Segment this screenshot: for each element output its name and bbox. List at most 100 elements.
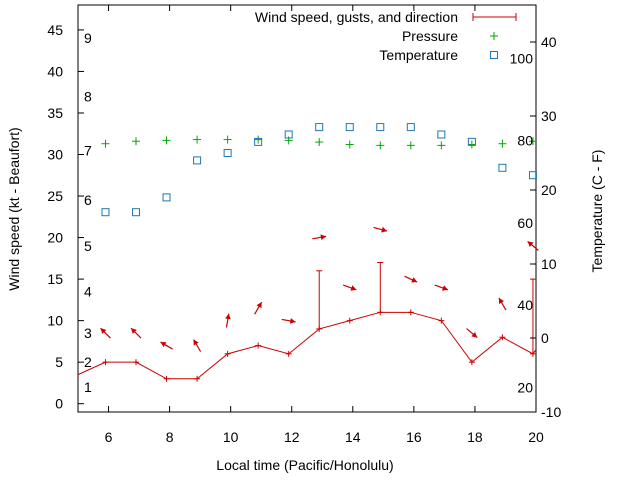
y-right-tick-label: 10 [541, 256, 557, 272]
wind-gust-bar [529, 278, 536, 354]
temperature-point [528, 171, 537, 180]
wind-speed-point [102, 359, 109, 366]
fahrenheit-label: 80 [517, 133, 533, 149]
beaufort-label: 1 [84, 379, 92, 395]
beaufort-label: 7 [84, 142, 92, 158]
temperature-point [223, 149, 232, 157]
wind-gust-bar [377, 261, 384, 313]
wind-direction-arrow [193, 339, 202, 352]
plot-area-frame [77, 4, 537, 413]
beaufort-label: 3 [84, 325, 92, 341]
wind-speed-point [255, 342, 262, 349]
wind-direction-arrow [254, 301, 263, 315]
pressure-point [162, 136, 171, 145]
temperature-point [284, 130, 293, 139]
legend-label-wind: Wind speed, gusts, and direction [255, 9, 458, 25]
wind-direction-arrow [498, 297, 507, 311]
y-left-tick-label: 45 [47, 22, 63, 38]
legend-label-temperature: Temperature [379, 47, 458, 63]
pressure-point [223, 135, 232, 144]
x-tick-label: 8 [166, 429, 174, 445]
temperature-point [376, 123, 385, 132]
y-axis-left-title: Wind speed (kt - Beaufort) [6, 127, 22, 290]
beaufort-label: 9 [84, 30, 92, 46]
wind-direction-arrow [281, 318, 296, 324]
pressure-point [406, 141, 415, 150]
pressure-point [528, 137, 537, 146]
chart-ticks: 6 8 10 12 14 16 18 20051015202530354045-1001020… [47, 5, 561, 445]
wind-direction-arrow [312, 234, 327, 241]
temperature-point [193, 156, 202, 165]
wind-speed-point [163, 375, 170, 382]
wind-direction-arrow [404, 275, 418, 283]
x-tick-label: 16 [406, 429, 422, 445]
y-right-tick-label: 30 [541, 108, 557, 124]
x-tick-label: 12 [284, 429, 300, 445]
wind-direction-arrow [130, 327, 142, 339]
wind-speed-line [77, 311, 537, 380]
wind-speed-point [285, 350, 292, 357]
wind-speed-point [194, 375, 201, 382]
wind-direction-arrow [434, 284, 449, 291]
temperature-point [162, 193, 171, 202]
y-right-tick-label: 40 [541, 34, 557, 50]
beaufort-label: 6 [84, 192, 92, 208]
wind-speed-point [468, 359, 475, 366]
legend-swatch-wind [472, 13, 517, 21]
pressure-point [376, 141, 385, 150]
pressure-point [345, 140, 354, 149]
y-left-tick-label: 10 [47, 313, 63, 329]
y-left-tick-label: 5 [55, 354, 63, 370]
fahrenheit-label: 40 [517, 297, 533, 313]
y-left-tick-label: 30 [47, 147, 63, 163]
wind-speed-point [133, 359, 140, 366]
wind-speed-point [407, 309, 414, 316]
legend-label-pressure: Pressure [402, 28, 458, 44]
chart-marks [77, 123, 539, 382]
y-left-tick-label: 25 [47, 188, 63, 204]
x-tick-label: 14 [345, 429, 361, 445]
temperature-point [498, 163, 507, 172]
y-left-tick-label: 0 [55, 396, 63, 412]
wind-direction-arrow [225, 313, 231, 328]
wind-direction-arrow [100, 327, 111, 339]
temperature-point [437, 130, 446, 139]
pressure-point [101, 139, 110, 148]
temperature-point [254, 137, 263, 146]
temperature-point [315, 123, 324, 132]
temperature-point [467, 137, 476, 146]
pressure-point [437, 141, 446, 150]
wind-direction-arrow [342, 284, 357, 291]
x-tick-label: 6 [105, 429, 113, 445]
y-left-tick-label: 35 [47, 105, 63, 121]
y-right-tick-label: 20 [541, 182, 557, 198]
temperature-point [345, 123, 354, 132]
pressure-point [193, 135, 202, 144]
pressure-point [467, 140, 476, 149]
wind-direction-arrow [160, 341, 173, 350]
temperature-point [406, 123, 415, 132]
y-axis-right-title: Temperature (C - F) [589, 150, 605, 273]
wind-direction-arrow [466, 328, 478, 339]
wind-speed-point [438, 317, 445, 324]
y-left-tick-label: 15 [47, 271, 63, 287]
legend-swatch-temperature [490, 51, 498, 59]
x-axis-title: Local time (Pacific/Honolulu) [216, 457, 393, 473]
y-left-tick-label: 20 [47, 230, 63, 246]
fahrenheit-label: 20 [517, 379, 533, 395]
wind-direction-arrow [373, 226, 388, 233]
y-right-tick-label: 0 [541, 330, 549, 346]
beaufort-label: 4 [84, 284, 92, 300]
legend: Wind speed, gusts, and direction Pressur… [255, 9, 517, 63]
beaufort-label: 8 [84, 88, 92, 104]
wind-speed-point [224, 350, 231, 357]
y-right-tick-label: -10 [541, 404, 561, 420]
temperature-point [132, 208, 141, 217]
fahrenheit-label: 60 [517, 215, 533, 231]
x-tick-label: 10 [223, 429, 239, 445]
x-tick-label: 20 [528, 429, 544, 445]
wind-speed-point [346, 317, 353, 324]
y-left-tick-label: 40 [47, 63, 63, 79]
wind-direction-arrow [527, 240, 539, 251]
beaufort-label: 2 [84, 354, 92, 370]
